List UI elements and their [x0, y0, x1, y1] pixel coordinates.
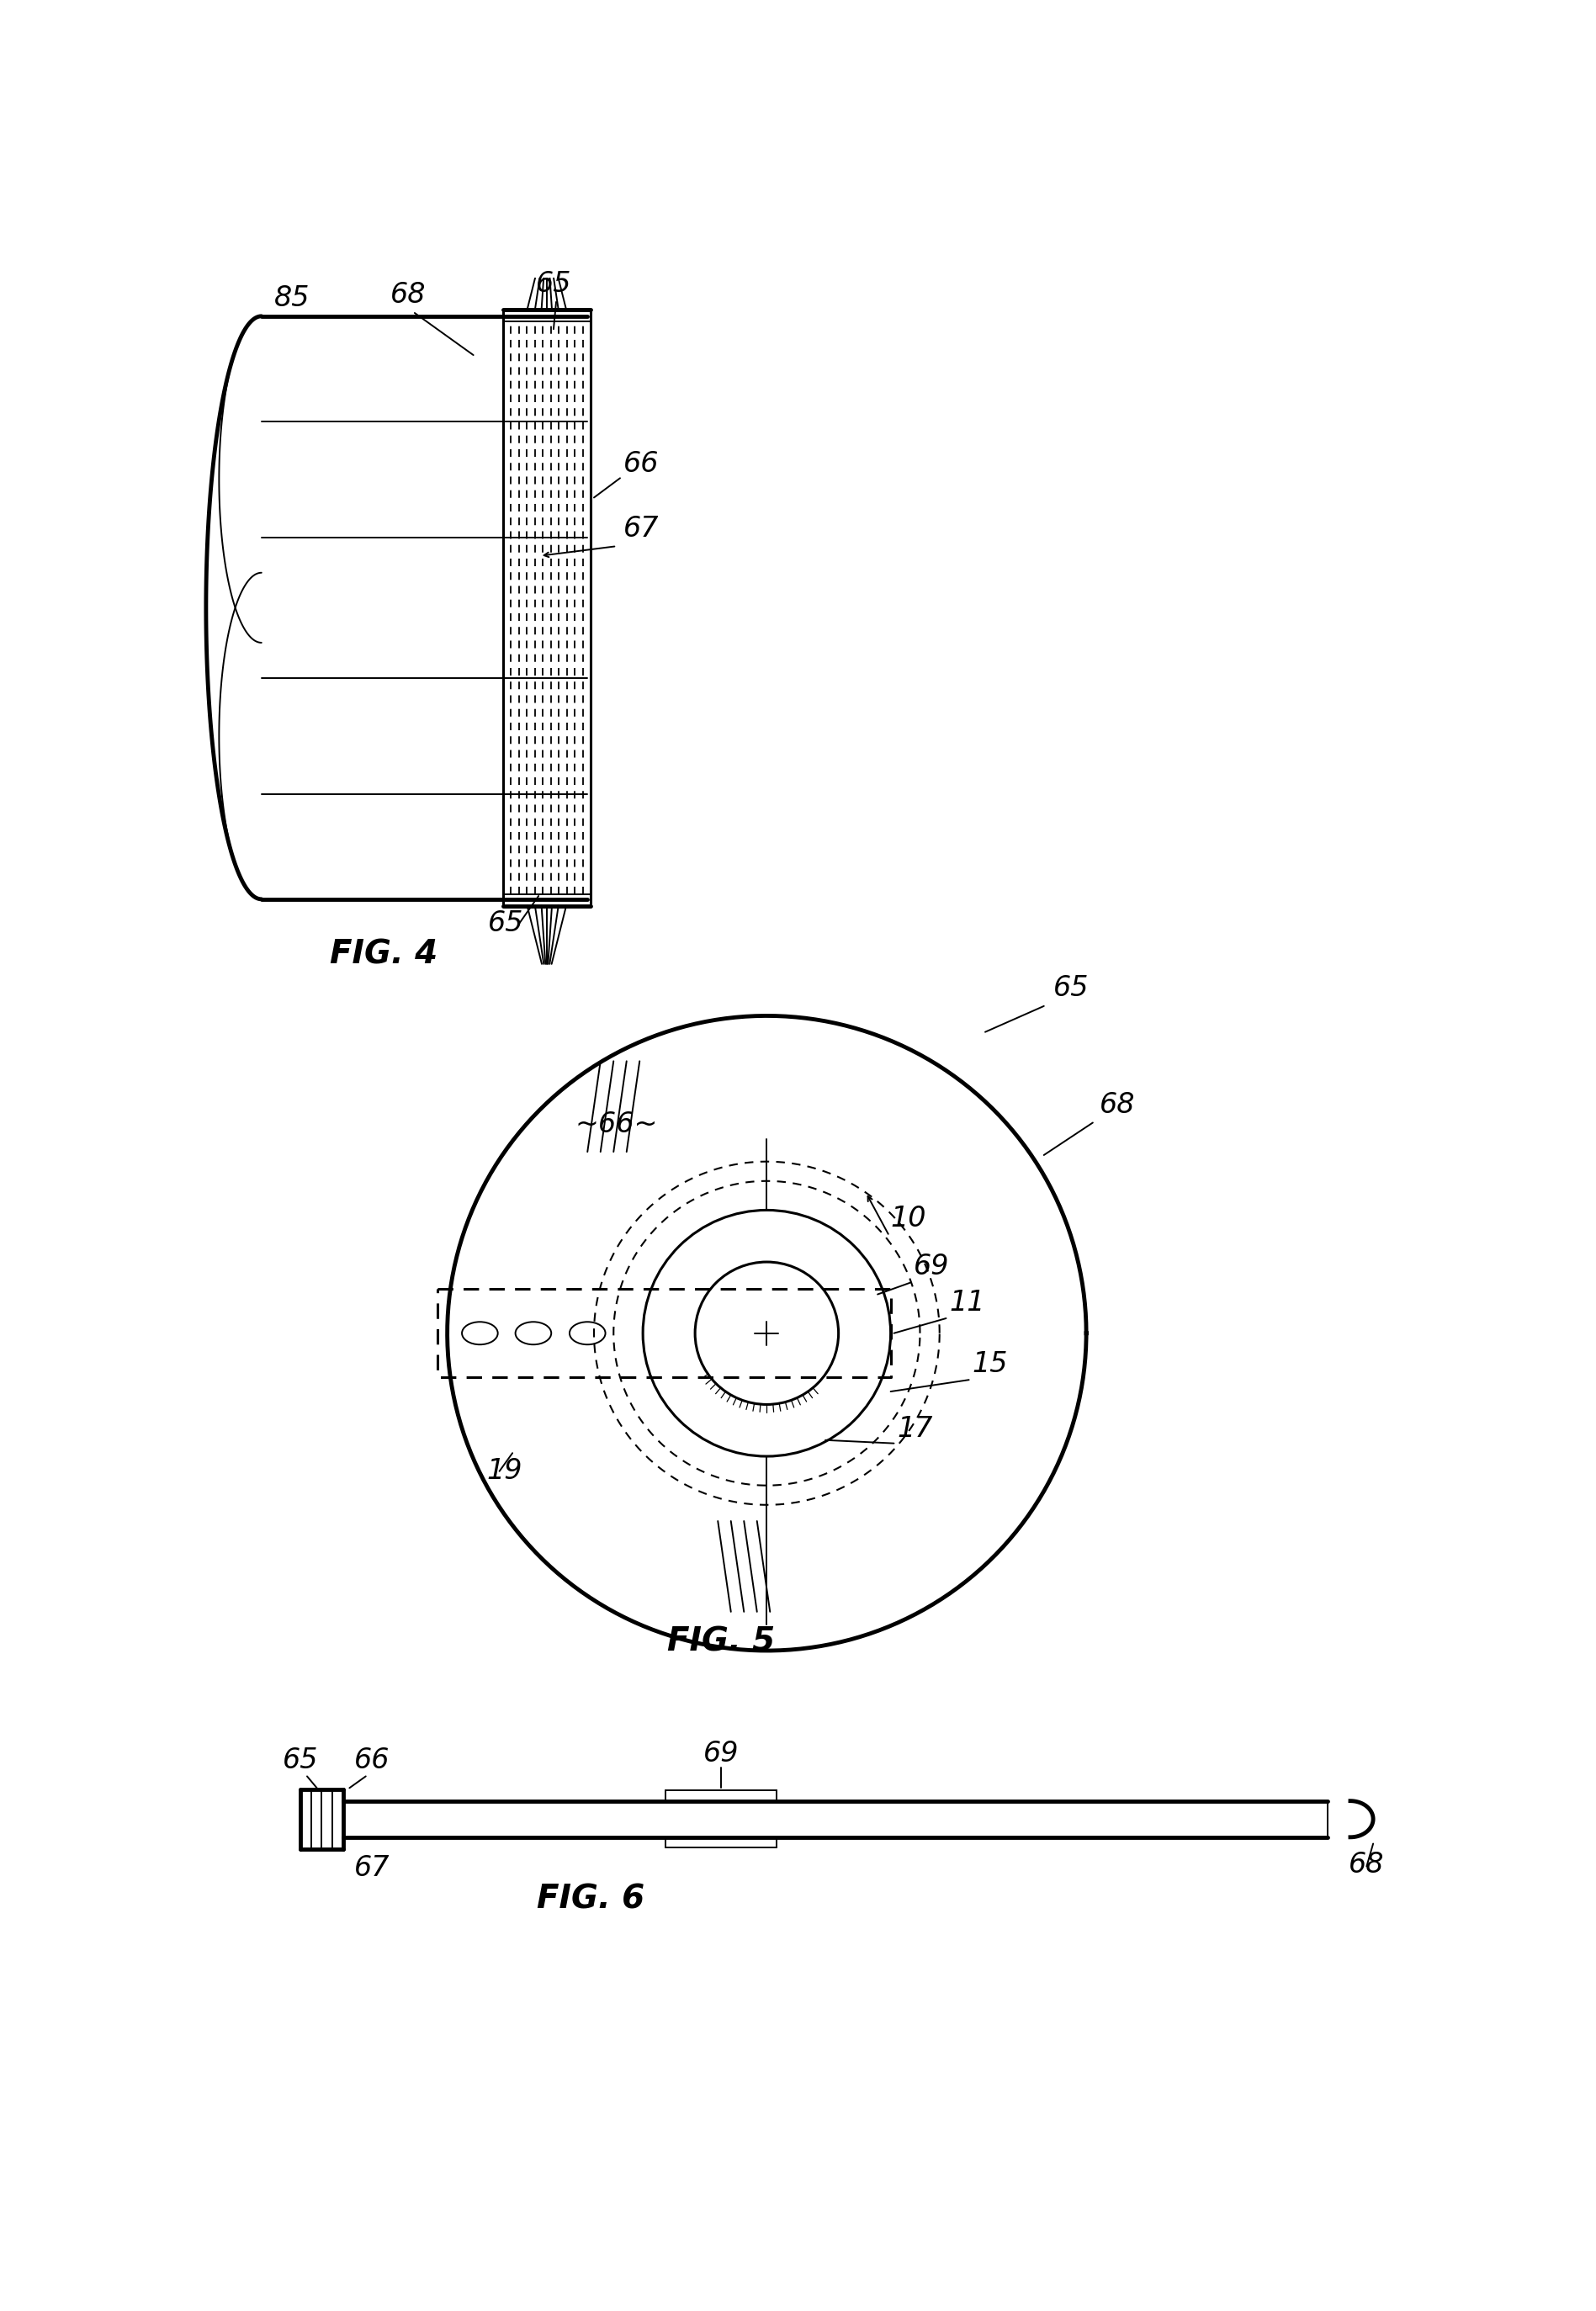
Text: 67: 67	[354, 1853, 389, 1881]
Text: 65: 65	[1053, 975, 1090, 1003]
Text: 65: 65	[488, 911, 523, 938]
Text: 19: 19	[487, 1458, 522, 1486]
Text: 65: 65	[536, 270, 571, 298]
Text: 66: 66	[624, 451, 659, 478]
Text: 15: 15	[972, 1350, 1009, 1377]
Text: 69: 69	[913, 1253, 950, 1280]
Text: FIG. 6: FIG. 6	[536, 1883, 645, 1916]
Text: 17: 17	[897, 1414, 934, 1442]
Text: 66: 66	[354, 1747, 389, 1775]
Text: 10: 10	[891, 1204, 926, 1232]
Text: FIG. 4: FIG. 4	[330, 938, 437, 971]
Text: ~66~: ~66~	[576, 1112, 658, 1139]
Text: 65: 65	[282, 1747, 319, 1775]
Text: 85: 85	[275, 284, 310, 312]
Text: 68: 68	[1100, 1091, 1135, 1119]
Text: FIG. 5: FIG. 5	[667, 1625, 776, 1657]
Text: 67: 67	[624, 515, 659, 543]
Text: 68: 68	[391, 282, 426, 310]
Text: 69: 69	[704, 1740, 739, 1768]
Text: 68: 68	[1349, 1851, 1384, 1879]
Text: 11: 11	[950, 1290, 985, 1317]
